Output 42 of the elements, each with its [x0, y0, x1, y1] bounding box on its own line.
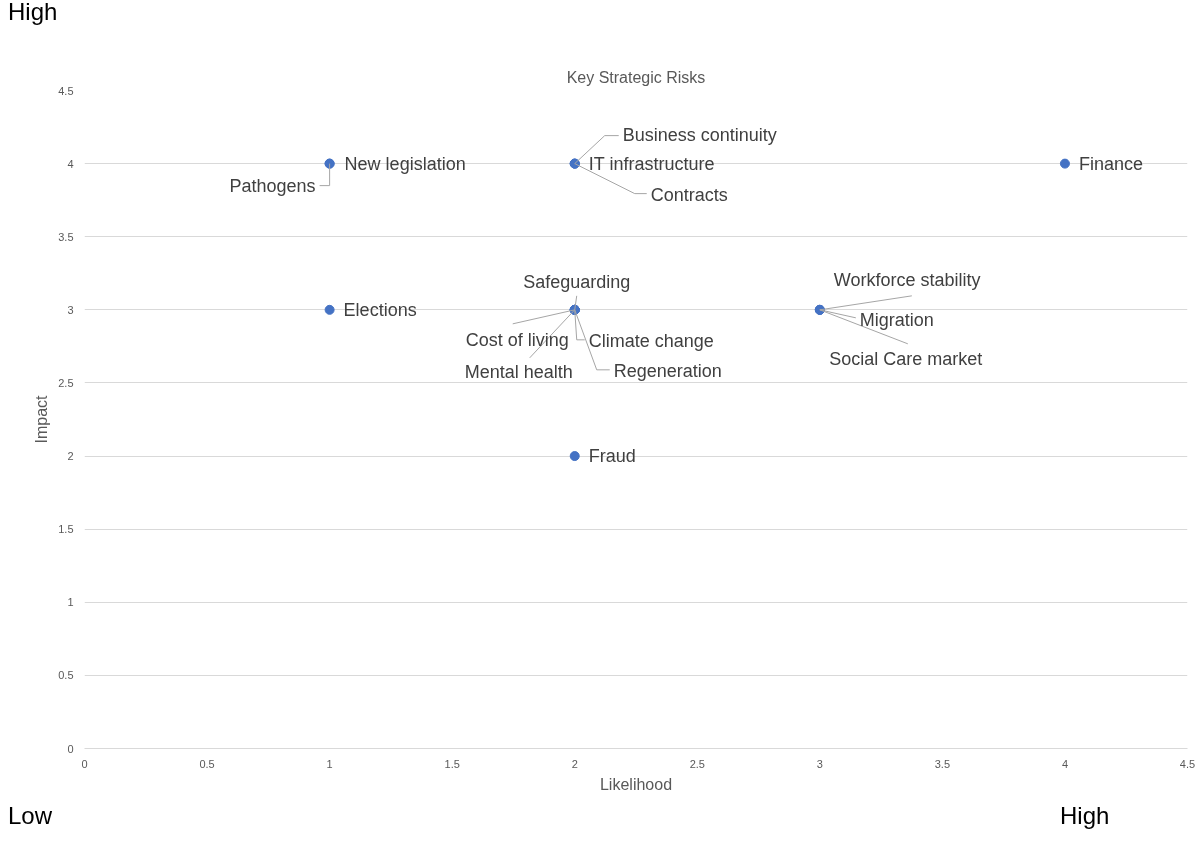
- x-tick-label: 4.5: [1179, 757, 1196, 770]
- y-tick-label: 4: [67, 157, 74, 170]
- annotation: Workforce stability: [833, 269, 981, 290]
- y-tick-label: 3: [67, 303, 74, 316]
- x-tick-label: 2.5: [689, 757, 705, 770]
- annotation: Pathogens: [229, 175, 316, 196]
- y-tick-label: 0.5: [58, 669, 74, 682]
- annotation: Business continuity: [622, 124, 777, 145]
- y-tick-label: 0: [67, 742, 74, 755]
- x-tick-label: 1: [326, 757, 333, 770]
- annotation: Regeneration: [613, 360, 722, 381]
- y-tick-label: 2: [67, 450, 74, 463]
- y-tick-label: 3.5: [58, 230, 74, 243]
- chart-title: Key Strategic Risks: [566, 68, 706, 86]
- y-tick-label: 2.5: [58, 376, 74, 389]
- text: High: [8, 0, 58, 25]
- annotation: Migration: [859, 309, 934, 330]
- x-tick-label: 3: [816, 757, 823, 770]
- y-tick-label: 1.5: [58, 523, 74, 536]
- x-tick-label: 2: [571, 757, 578, 770]
- annotation: Fraud: [588, 446, 636, 467]
- annotation: Elections: [343, 299, 417, 320]
- x-axis-title: Likelihood: [599, 775, 673, 793]
- y-tick-label: 4.5: [58, 84, 74, 97]
- annotation: Cost of living: [465, 329, 569, 350]
- annotation: Social Care market: [829, 348, 983, 369]
- x-tick-label: 0: [81, 757, 88, 770]
- annotation: Contracts: [650, 184, 728, 205]
- x-tick-label: 0.5: [199, 757, 215, 770]
- annotation: IT infrastructure: [588, 153, 715, 174]
- x-tick-label: 3.5: [934, 757, 951, 770]
- y-tick-label: 1: [67, 596, 74, 609]
- annotation: Climate change: [588, 330, 714, 351]
- x-tick-label: 4: [1061, 757, 1069, 770]
- annotation: Mental health: [464, 361, 573, 382]
- annotation: New legislation: [344, 153, 466, 174]
- x-tick-label: 1.5: [444, 757, 460, 770]
- text: High: [1060, 802, 1110, 829]
- annotation: Finance: [1078, 153, 1143, 174]
- annotation: Safeguarding: [523, 271, 631, 292]
- y-axis-title: Impact: [33, 394, 51, 444]
- text: Low: [8, 802, 53, 829]
